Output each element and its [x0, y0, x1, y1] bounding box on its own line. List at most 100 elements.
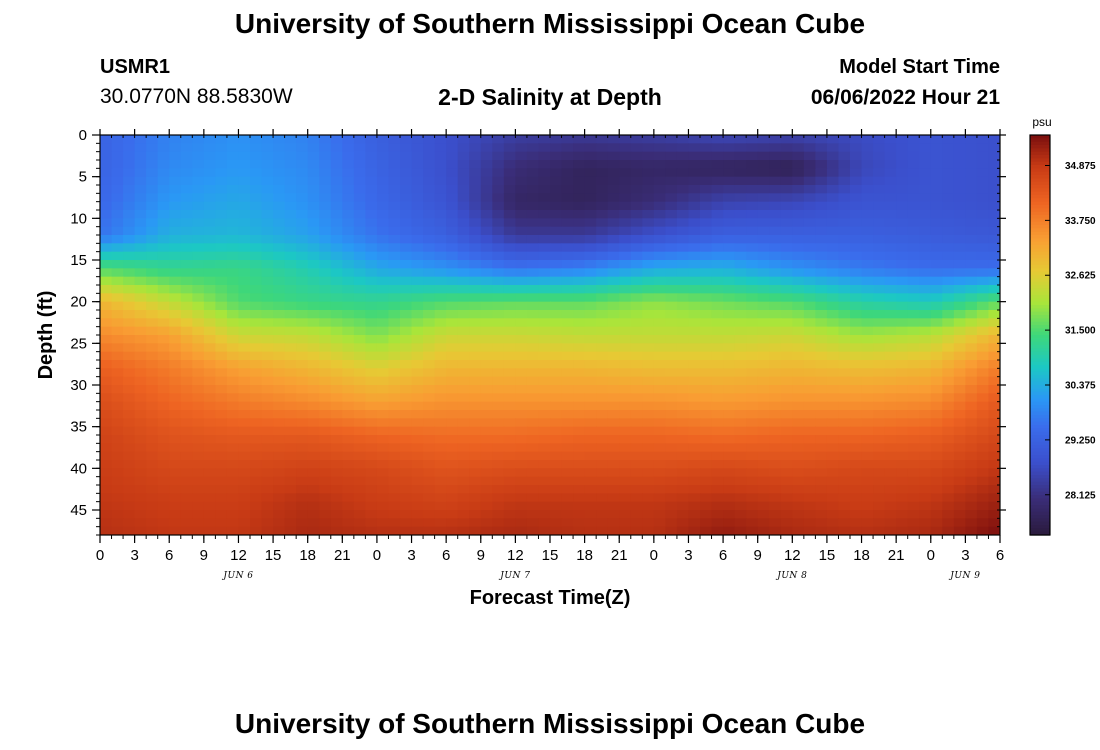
heatmap-cell [238, 426, 251, 436]
heatmap-cell [423, 460, 436, 469]
heatmap-cell [100, 326, 113, 336]
heatmap-cell [861, 335, 874, 344]
colorbar-segment [1030, 428, 1050, 433]
heatmap-cell [423, 251, 436, 261]
heatmap-cell [769, 360, 782, 369]
heatmap-cell [826, 443, 840, 453]
heatmap-cell [838, 393, 851, 403]
heatmap-cell [757, 168, 770, 178]
heatmap-cell [688, 335, 701, 344]
heatmap-cell [400, 368, 413, 378]
heatmap-cell [169, 351, 182, 361]
heatmap-cell [607, 260, 620, 269]
heatmap-cell [261, 368, 274, 378]
heatmap-cell [700, 276, 713, 286]
heatmap-cell [665, 268, 678, 278]
heatmap-cell [746, 451, 759, 461]
heatmap-cell [134, 418, 147, 428]
heatmap-cell [250, 226, 263, 236]
heatmap-cell [861, 393, 874, 403]
heatmap-cell [388, 301, 401, 311]
colorbar-segment [1030, 405, 1050, 409]
heatmap-cell [734, 435, 747, 444]
heatmap-cell [584, 210, 597, 219]
heatmap-cell [965, 376, 978, 386]
heatmap-cell [226, 401, 240, 411]
heatmap-cell [123, 318, 136, 328]
y-tick-label: 0 [79, 127, 87, 144]
heatmap-cell [826, 426, 840, 436]
heatmap-cell [400, 243, 413, 253]
heatmap-cell [700, 526, 713, 535]
heatmap-cell [734, 285, 747, 294]
heatmap-cell [330, 368, 343, 378]
heatmap-cell [850, 335, 863, 344]
heatmap-cell [861, 218, 874, 228]
heatmap-cell [538, 176, 551, 186]
heatmap-cell [607, 185, 620, 194]
heatmap-cell [550, 385, 563, 394]
heatmap-cell [180, 135, 193, 144]
heatmap-cell [780, 368, 793, 378]
heatmap-cell [711, 393, 724, 403]
heatmap-cell [330, 285, 343, 294]
heatmap-cell [388, 343, 401, 353]
heatmap-cell [400, 360, 413, 369]
heatmap-cell [157, 185, 170, 194]
heatmap-cell [757, 218, 770, 228]
heatmap-cell [607, 460, 620, 469]
heatmap-cell [400, 201, 413, 211]
heatmap-cell [988, 468, 1000, 478]
heatmap-cell [607, 335, 620, 344]
heatmap-cell [942, 218, 955, 228]
heatmap-cell [884, 368, 897, 378]
heatmap-cell [930, 243, 943, 253]
colorbar-segment [1030, 341, 1050, 346]
heatmap-cell [250, 251, 263, 261]
heatmap-cell [446, 460, 459, 469]
heatmap-cell [515, 318, 528, 328]
heatmap-cell [607, 526, 620, 535]
heatmap-cell [780, 151, 793, 161]
heatmap-cell [769, 485, 782, 494]
heatmap-cell [226, 210, 240, 219]
heatmap-cell [723, 176, 736, 186]
heatmap-cell [884, 410, 897, 419]
heatmap-cell [757, 151, 770, 161]
heatmap-cell [688, 260, 701, 269]
heatmap-cell [226, 385, 240, 394]
heatmap-cell [665, 335, 678, 344]
heatmap-cell [976, 268, 990, 278]
heatmap-cell [573, 443, 586, 453]
heatmap-cell [134, 143, 147, 153]
heatmap-cell [896, 160, 909, 169]
heatmap-cell [515, 410, 528, 419]
y-tick-label: 15 [70, 252, 87, 269]
heatmap-cell [942, 418, 955, 428]
heatmap-cell [526, 410, 540, 419]
heatmap-cell [538, 226, 551, 236]
heatmap-cell [503, 460, 516, 469]
heatmap-cell [492, 385, 505, 394]
heatmap-cell [388, 410, 401, 419]
heatmap-cell [134, 401, 147, 411]
heatmap-cell [192, 218, 205, 228]
heatmap-cell [619, 176, 632, 186]
heatmap-cell [353, 476, 366, 486]
x-tick-label: 3 [684, 547, 692, 564]
heatmap-cell [942, 518, 955, 528]
heatmap-cell [376, 235, 390, 244]
heatmap-cell [803, 385, 816, 394]
heatmap-cell [469, 493, 482, 503]
heatmap-cell [123, 168, 136, 178]
heatmap-cell [411, 393, 424, 403]
heatmap-cell [226, 476, 240, 486]
heatmap-cell [400, 293, 413, 303]
heatmap-cell [250, 176, 263, 186]
heatmap-cell [723, 276, 736, 286]
heatmap-cell [492, 460, 505, 469]
heatmap-cell [746, 510, 759, 519]
heatmap-cell [930, 210, 943, 219]
heatmap-cell [665, 260, 678, 269]
